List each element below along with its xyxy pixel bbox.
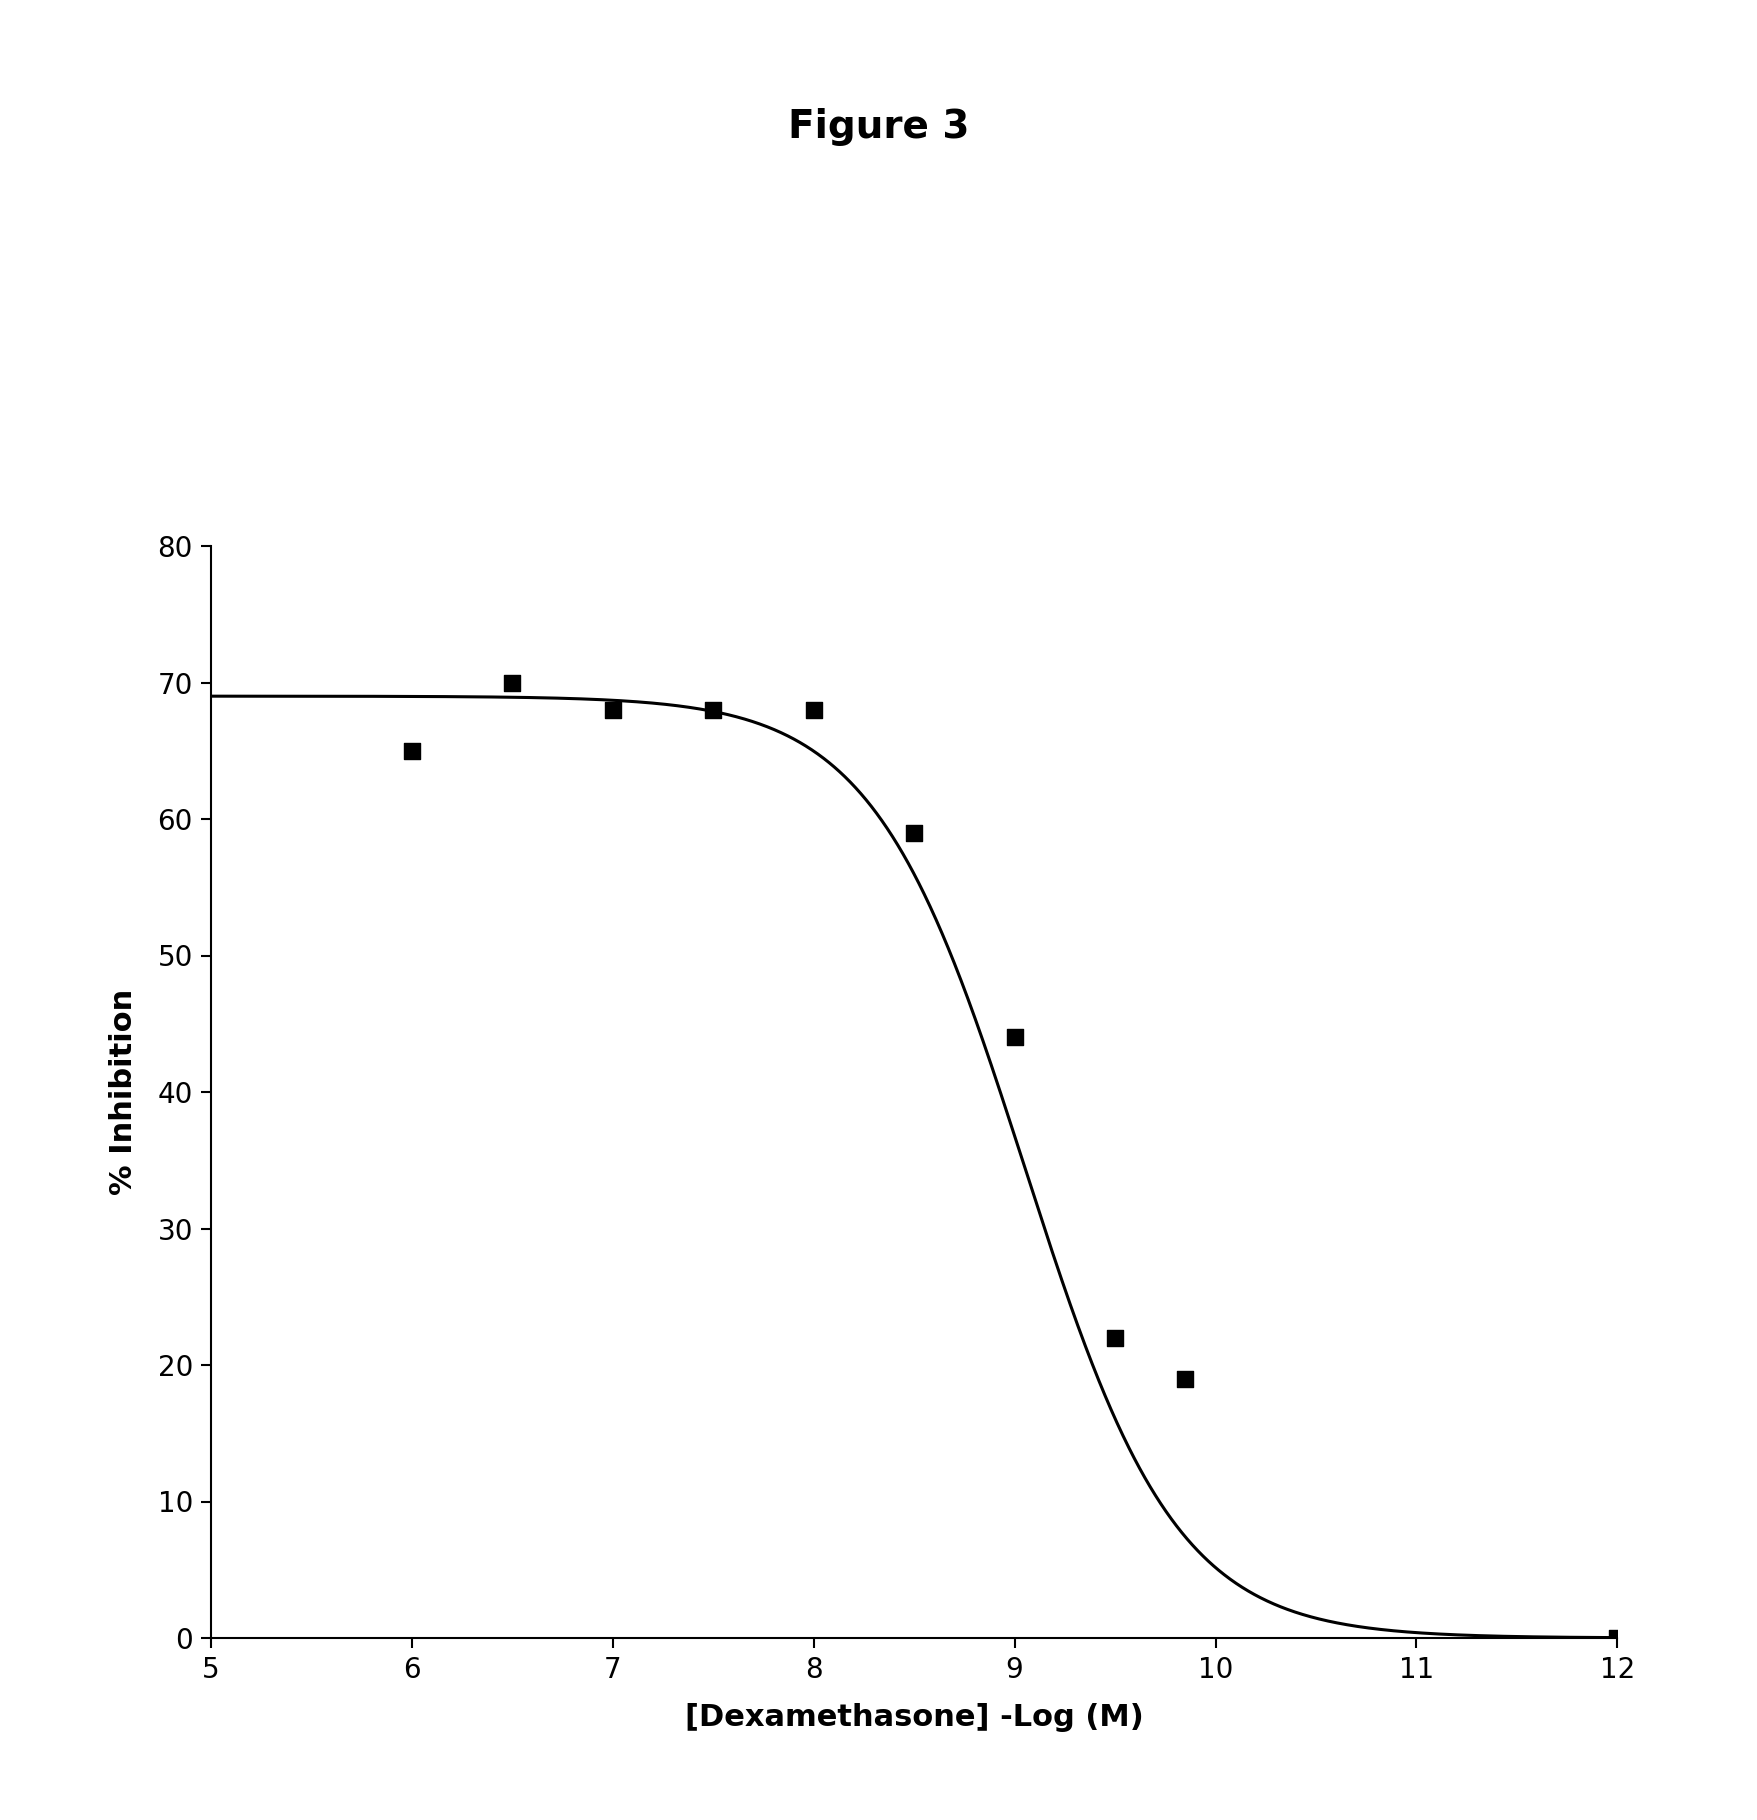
Point [1602,1623,1630,1653]
Point [397,735,425,764]
Point [497,668,525,697]
Text: Figure 3: Figure 3 [787,109,970,146]
Y-axis label: % Inhibition: % Inhibition [109,988,137,1196]
X-axis label: [Dexamethasone] -Log (M): [Dexamethasone] -Log (M) [685,1704,1142,1733]
Point [699,695,727,724]
Point [1000,1023,1028,1052]
Point [599,695,627,724]
Point [799,695,828,724]
Point [900,819,928,848]
Point [1100,1323,1128,1352]
Point [1170,1365,1198,1394]
